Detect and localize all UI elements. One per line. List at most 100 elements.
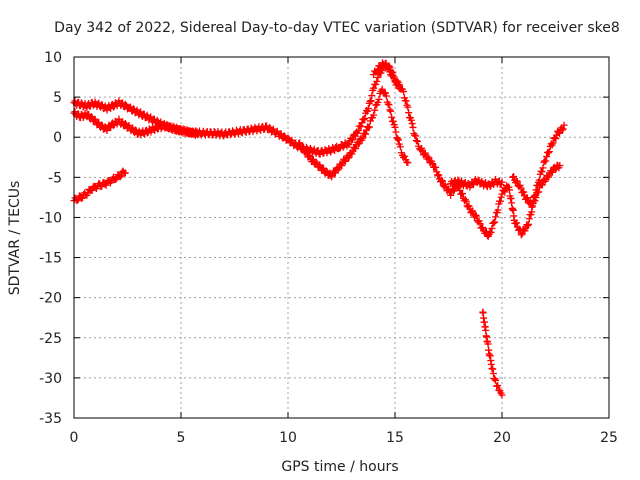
y-tick-label: -15 [39, 251, 62, 267]
data-point [404, 103, 412, 111]
data-point [492, 213, 500, 221]
data-point [544, 149, 552, 157]
data-point [484, 340, 492, 348]
data-point [359, 134, 367, 142]
data-point [487, 360, 495, 368]
data-point [368, 92, 376, 100]
y-tick-label: -5 [48, 170, 62, 186]
data-point [367, 97, 375, 105]
data-point [459, 190, 467, 198]
data-point [407, 116, 415, 124]
data-point [530, 192, 538, 200]
data-point [421, 149, 429, 157]
data-point [328, 173, 336, 181]
data-point [392, 128, 400, 136]
data-point [549, 139, 557, 147]
data-point [492, 376, 500, 384]
data-point [371, 106, 379, 114]
data-point [437, 176, 445, 184]
data-point [560, 121, 568, 129]
axis-ticks: 0 5 10 15 20 25 -35 -30 -25 -20 -15 -10 -5 0 5 10 [39, 50, 618, 446]
data-point [380, 88, 388, 96]
data-point [87, 113, 95, 121]
y-axis-label: SDTVAR / TECUs [7, 181, 23, 296]
x-axis-label: GPS time / hours [281, 459, 398, 475]
data-point [131, 126, 139, 134]
data-point [344, 154, 352, 162]
data-point [322, 167, 330, 175]
data-point [493, 382, 501, 390]
data-point [385, 62, 393, 70]
data-point [556, 161, 564, 169]
data-point [513, 219, 521, 227]
data-point [266, 123, 274, 131]
data-point [435, 171, 443, 179]
data-point [505, 186, 513, 194]
data-point [284, 134, 292, 142]
data-point [390, 73, 398, 81]
data-point [498, 391, 506, 399]
data-point [501, 188, 509, 196]
data-point [400, 88, 408, 96]
y-tick-label: -35 [39, 411, 62, 427]
data-point [491, 375, 499, 383]
data-points [70, 59, 568, 399]
data-point [545, 148, 553, 156]
data-point [386, 63, 394, 71]
data-point [465, 202, 473, 210]
x-tick-label: 20 [493, 430, 511, 446]
data-point [528, 203, 536, 211]
data-point [354, 127, 362, 135]
data-point [370, 111, 378, 119]
data-point [438, 177, 446, 185]
data-point [525, 215, 533, 223]
y-tick-label: 10 [44, 50, 62, 66]
data-point [389, 68, 397, 76]
data-point [194, 130, 202, 138]
data-point [486, 182, 494, 190]
data-point [385, 101, 393, 109]
data-point [401, 152, 409, 160]
data-point [497, 193, 505, 201]
data-point [487, 229, 495, 237]
data-point [531, 191, 539, 199]
y-tick-label: -10 [39, 210, 62, 226]
y-tick-label: 5 [53, 90, 62, 106]
data-point [529, 199, 537, 207]
data-point [121, 100, 129, 108]
data-point [490, 219, 498, 227]
data-point [361, 114, 369, 122]
data-point [382, 92, 390, 100]
data-point [373, 77, 381, 85]
data-point [494, 206, 502, 214]
data-point [496, 197, 504, 205]
data-point [412, 132, 420, 140]
data-point [510, 172, 518, 180]
data-point [402, 97, 410, 105]
data-point [405, 109, 413, 117]
data-point [88, 186, 96, 194]
data-point [408, 120, 416, 128]
data-point [539, 164, 547, 172]
data-point [121, 120, 129, 128]
data-point [542, 157, 550, 165]
data-point [429, 160, 437, 168]
data-point [357, 123, 365, 131]
data-point [558, 126, 566, 134]
data-point [412, 137, 420, 145]
data-point [494, 382, 502, 390]
data-point [365, 123, 373, 131]
data-point [372, 80, 380, 88]
data-point [517, 184, 525, 192]
data-point [551, 166, 559, 174]
data-point [374, 99, 382, 107]
data-point [375, 95, 383, 103]
data-point [112, 176, 120, 184]
data-point [411, 131, 419, 139]
data-point [517, 231, 525, 239]
data-point [396, 143, 404, 151]
data-point [535, 176, 543, 184]
y-tick-label: 0 [53, 130, 62, 146]
